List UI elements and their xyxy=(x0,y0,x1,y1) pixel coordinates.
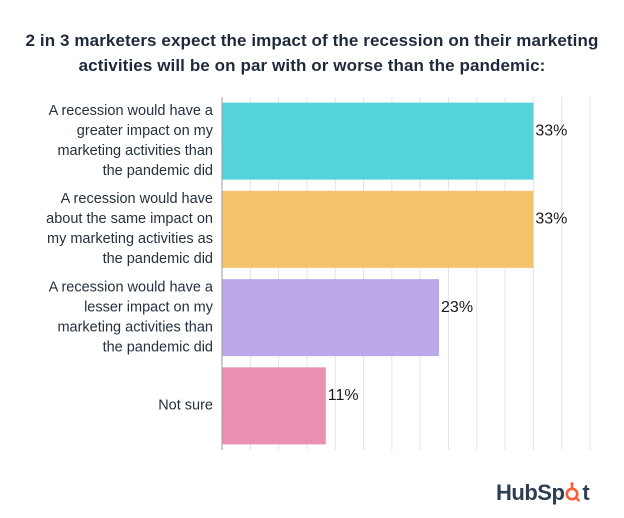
bar-1 xyxy=(222,102,534,180)
category-label-line: A recession would have xyxy=(61,191,213,207)
category-label-line: the pandemic did xyxy=(103,251,213,267)
category-label-line: marketing activities than xyxy=(57,143,213,159)
chart-title-line-1: 2 in 3 marketers expect the impact of th… xyxy=(25,31,599,50)
category-label-line: about the same impact on xyxy=(46,211,213,227)
chart-title: 2 in 3 marketers expect the impact of th… xyxy=(0,28,624,78)
category-label-line: marketing activities than xyxy=(57,319,213,335)
value-label-4: 11% xyxy=(328,387,359,404)
value-label-2: 33% xyxy=(535,211,567,228)
category-label-line: A recession would have a xyxy=(49,279,214,295)
hubspot-logo-text-end: t xyxy=(582,480,590,505)
value-label-1: 33% xyxy=(535,122,567,139)
bar-4 xyxy=(222,367,326,445)
category-labels: A recession would have a greater impact o… xyxy=(46,103,214,414)
category-label-line: A recession would have a xyxy=(49,103,214,119)
category-label-2: A recession would have about the same imp… xyxy=(46,191,213,267)
category-label-line: lesser impact on my xyxy=(84,299,214,315)
category-label-line: my marketing activities as xyxy=(47,231,213,247)
hubspot-logo: HubSp t xyxy=(496,479,606,507)
value-label-3: 23% xyxy=(441,299,473,316)
bars xyxy=(222,102,534,445)
hubspot-logo-text: HubSp t xyxy=(496,479,590,507)
bar-3 xyxy=(222,279,440,357)
bar-2 xyxy=(222,190,534,268)
category-label-4: Not sure xyxy=(158,398,213,414)
chart-title-line-2: activities will be on par with or worse … xyxy=(78,56,546,75)
category-label-line: greater impact on my xyxy=(77,123,214,139)
hubspot-sprocket-icon xyxy=(565,482,581,502)
category-label-1: A recession would have a greater impact o… xyxy=(49,103,214,179)
value-labels: 33% 33% 23% 11% xyxy=(328,122,568,404)
category-label-line: Not sure xyxy=(158,398,213,414)
hubspot-logo-text-start: HubSp xyxy=(496,480,565,505)
category-label-3: A recession would have a lesser impact on… xyxy=(49,279,214,355)
category-label-line: the pandemic did xyxy=(103,339,213,355)
category-label-line: the pandemic did xyxy=(103,163,213,179)
